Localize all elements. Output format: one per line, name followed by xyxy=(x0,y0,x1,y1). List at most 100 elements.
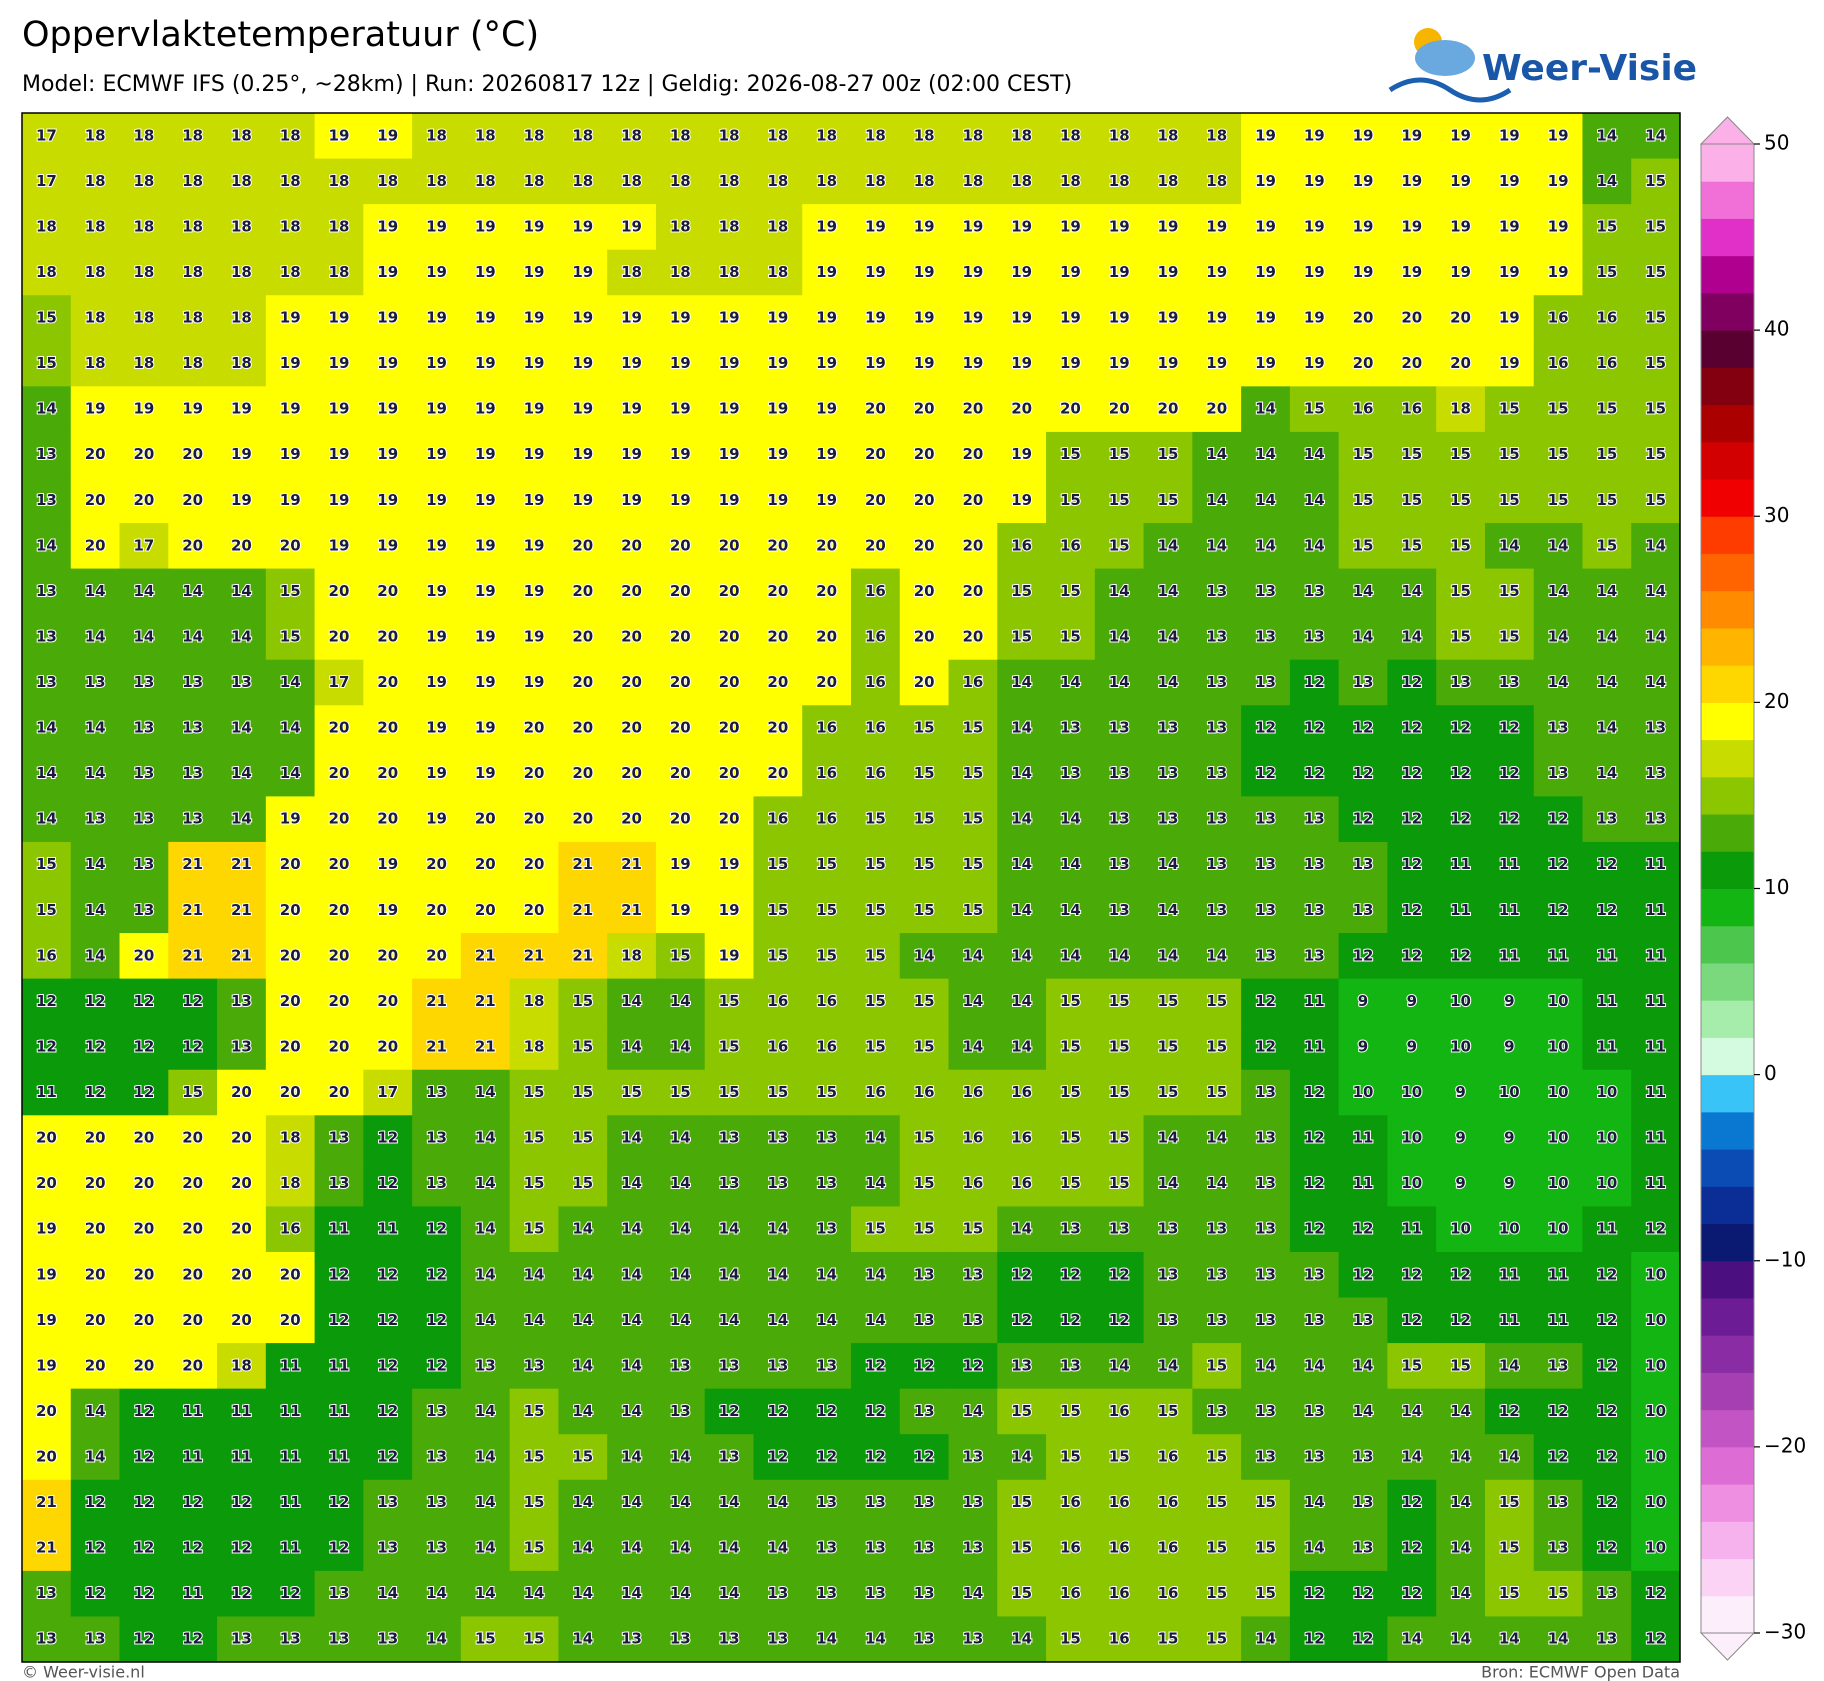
temp-label: 20 xyxy=(1450,354,1471,372)
temp-cell xyxy=(460,477,511,524)
temp-cell xyxy=(1484,477,1535,524)
temp-cell xyxy=(1484,249,1535,296)
temp-label: 18 xyxy=(231,263,252,281)
temp-cell xyxy=(314,249,364,296)
temp-cell xyxy=(168,750,218,797)
temp-label: 13 xyxy=(1255,1083,1276,1101)
temp-cell xyxy=(70,705,121,752)
colorbar-segment xyxy=(1701,516,1754,554)
map: 17 18 18 18 18 18 19 19 18 18 18 18 18 18 18 18 18 18 18 18… xyxy=(22,113,1681,1663)
temp-label: 14 xyxy=(475,1493,496,1511)
temp-cell xyxy=(70,204,121,251)
temp-label: 13 xyxy=(1645,764,1666,782)
temp-label: 15 xyxy=(1499,582,1520,600)
temp-cell xyxy=(1631,431,1681,478)
temp-label: 19 xyxy=(1353,126,1374,144)
temp-cell xyxy=(168,523,218,570)
temp-label: 14 xyxy=(1060,810,1081,828)
temp-label: 16 xyxy=(280,1220,301,1238)
temp-cell xyxy=(363,113,413,160)
temp-cell xyxy=(1046,705,1096,752)
temp-cell xyxy=(363,249,413,296)
temp-label: 15 xyxy=(1401,445,1422,463)
temp-cell xyxy=(363,204,413,251)
temp-cell xyxy=(1094,523,1145,570)
temp-label: 13 xyxy=(1109,1220,1130,1238)
temp-label: 12 xyxy=(329,1265,350,1283)
temp-label: 19 xyxy=(719,400,740,418)
temp-cell xyxy=(168,614,218,661)
temp-label: 14 xyxy=(475,1083,496,1101)
temp-cell xyxy=(899,249,950,296)
temp-cell xyxy=(412,431,462,478)
temp-cell xyxy=(314,386,364,433)
logo: Weer-Visie xyxy=(1388,28,1697,103)
temp-label: 19 xyxy=(865,217,886,235)
temp-label: 19 xyxy=(572,491,593,509)
temp-label: 19 xyxy=(1011,354,1032,372)
temp-label: 21 xyxy=(231,901,252,919)
temp-label: 18 xyxy=(231,354,252,372)
colorbar-segment xyxy=(1701,218,1754,257)
temp-label: 11 xyxy=(1548,1265,1569,1283)
temp-cell xyxy=(802,568,852,615)
temp-cell xyxy=(460,614,511,661)
temp-label: 19 xyxy=(1109,309,1130,327)
temp-label: 18 xyxy=(914,172,935,190)
temp-cell xyxy=(558,477,608,524)
temp-label: 14 xyxy=(962,992,983,1010)
temp-cell xyxy=(1484,705,1535,752)
temp-label: 19 xyxy=(1060,309,1081,327)
temp-cell xyxy=(1046,750,1096,797)
temp-label: 19 xyxy=(524,354,545,372)
temp-label: 14 xyxy=(1255,1630,1276,1648)
temp-cell xyxy=(655,568,706,615)
temp-label: 15 xyxy=(1060,445,1081,463)
temp-label: 18 xyxy=(767,263,788,281)
temp-label: 13 xyxy=(1109,901,1130,919)
temp-cell xyxy=(1631,750,1681,797)
temp-label: 18 xyxy=(280,1174,301,1192)
temp-cell xyxy=(1289,386,1340,433)
temp-cell xyxy=(217,386,267,433)
temp-label: 14 xyxy=(1158,1174,1179,1192)
temp-label: 18 xyxy=(524,992,545,1010)
temp-cell xyxy=(1094,249,1145,296)
temp-label: 15 xyxy=(1158,1037,1179,1055)
temp-label: 14 xyxy=(475,1539,496,1557)
temp-label: 19 xyxy=(962,263,983,281)
temp-label: 9 xyxy=(1455,1174,1465,1192)
colorbar-segment xyxy=(1701,1446,1754,1485)
temp-cell xyxy=(1143,386,1193,433)
temp-cell xyxy=(412,477,462,524)
temp-cell xyxy=(1143,523,1193,570)
temp-label: 18 xyxy=(280,263,301,281)
temp-label: 20 xyxy=(670,719,691,737)
temp-label: 20 xyxy=(670,582,691,600)
temp-cell xyxy=(1094,659,1145,706)
temp-label: 15 xyxy=(914,810,935,828)
temp-cell xyxy=(265,386,316,433)
temp-label: 14 xyxy=(962,1037,983,1055)
temp-label: 13 xyxy=(1353,855,1374,873)
temp-label: 14 xyxy=(865,1129,886,1147)
temp-label: 20 xyxy=(329,582,350,600)
temp-cell xyxy=(558,614,608,661)
temp-cell xyxy=(1582,431,1632,478)
temp-label: 19 xyxy=(1060,354,1081,372)
temp-label: 20 xyxy=(280,946,301,964)
temp-label: 14 xyxy=(280,719,301,737)
temp-label: 15 xyxy=(1060,627,1081,645)
temp-cell xyxy=(314,796,364,843)
colorbar-segment xyxy=(1701,404,1754,443)
temp-cell xyxy=(607,568,657,615)
temp-label: 15 xyxy=(1548,1584,1569,1602)
temp-label: 19 xyxy=(1304,217,1325,235)
colorbar-segment xyxy=(1701,925,1754,964)
temp-label: 18 xyxy=(572,126,593,144)
temp-label: 13 xyxy=(133,855,154,873)
temp-label: 19 xyxy=(426,719,447,737)
temp-cell xyxy=(1533,614,1583,661)
temp-cell xyxy=(1387,523,1437,570)
